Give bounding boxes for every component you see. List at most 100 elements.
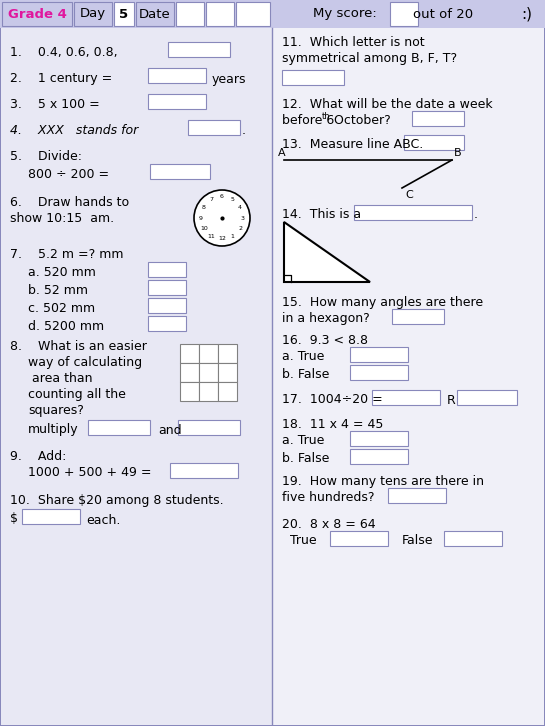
Text: 12: 12 xyxy=(218,237,226,242)
Text: 20.  8 x 8 = 64: 20. 8 x 8 = 64 xyxy=(282,518,376,531)
Bar xyxy=(74,2,112,26)
Bar xyxy=(457,390,517,405)
Bar xyxy=(354,205,472,220)
Text: C: C xyxy=(405,190,413,200)
Text: 2.    1 century =: 2. 1 century = xyxy=(10,72,112,85)
Bar xyxy=(218,363,237,382)
Text: 800 ÷ 200 =: 800 ÷ 200 = xyxy=(28,168,109,181)
Bar xyxy=(392,309,444,324)
Text: 19.  How many tens are there in: 19. How many tens are there in xyxy=(282,475,484,488)
Text: 8: 8 xyxy=(202,205,206,210)
Bar xyxy=(350,431,408,446)
Circle shape xyxy=(194,190,250,246)
Text: area than: area than xyxy=(28,372,93,385)
Text: Date: Date xyxy=(139,7,171,20)
Bar xyxy=(444,531,502,546)
Bar xyxy=(148,94,206,109)
Text: each.: each. xyxy=(86,513,120,526)
Text: 9.    Add:: 9. Add: xyxy=(10,450,66,463)
Bar xyxy=(178,420,240,435)
Bar xyxy=(180,344,199,363)
Text: 1: 1 xyxy=(231,234,234,239)
Text: 15.  How many angles are there: 15. How many angles are there xyxy=(282,296,483,309)
Bar xyxy=(0,0,545,28)
Bar xyxy=(170,463,238,478)
Text: 16.  9.3 < 8.8: 16. 9.3 < 8.8 xyxy=(282,334,368,347)
Bar xyxy=(148,280,186,295)
Text: a. 520 mm: a. 520 mm xyxy=(28,266,96,279)
Polygon shape xyxy=(284,222,370,282)
Bar xyxy=(148,262,186,277)
Text: R: R xyxy=(447,393,456,407)
Bar xyxy=(150,164,210,179)
Text: 5: 5 xyxy=(231,197,234,203)
Text: .: . xyxy=(242,124,246,137)
Bar xyxy=(218,382,237,401)
Text: Day: Day xyxy=(80,7,106,20)
Text: 2: 2 xyxy=(238,226,242,231)
Text: 1000 + 500 + 49 =: 1000 + 500 + 49 = xyxy=(28,466,152,479)
Text: Grade 4: Grade 4 xyxy=(8,7,66,20)
Text: 4: 4 xyxy=(238,205,242,210)
Bar xyxy=(388,488,446,503)
Text: way of calculating: way of calculating xyxy=(28,356,142,369)
Bar xyxy=(176,2,204,26)
Text: out of 20: out of 20 xyxy=(413,7,473,20)
Text: 12.  What will be the date a week: 12. What will be the date a week xyxy=(282,98,493,111)
Text: th: th xyxy=(322,112,331,121)
Bar xyxy=(330,531,388,546)
Text: c. 502 mm: c. 502 mm xyxy=(28,302,95,315)
Text: 3.    5 x 100 =: 3. 5 x 100 = xyxy=(10,98,100,111)
Text: in a hexagon?: in a hexagon? xyxy=(282,312,370,325)
Bar xyxy=(1,28,272,725)
Bar xyxy=(404,135,464,150)
Bar xyxy=(350,365,408,380)
Text: 6.    Draw hands to: 6. Draw hands to xyxy=(10,196,129,209)
Bar xyxy=(180,363,199,382)
Text: 7.    5.2 m =? mm: 7. 5.2 m =? mm xyxy=(10,248,124,261)
Text: A: A xyxy=(278,148,286,158)
Bar xyxy=(114,2,134,26)
Text: 8.    What is an easier: 8. What is an easier xyxy=(10,340,147,353)
Text: $: $ xyxy=(10,512,18,525)
Text: 11.  Which letter is not: 11. Which letter is not xyxy=(282,36,425,49)
Bar xyxy=(218,344,237,363)
Text: 18.  11 x 4 = 45: 18. 11 x 4 = 45 xyxy=(282,418,383,431)
Bar xyxy=(199,344,218,363)
Text: squares?: squares? xyxy=(28,404,84,417)
Bar xyxy=(272,28,544,725)
Bar xyxy=(199,363,218,382)
Text: 3: 3 xyxy=(241,216,245,221)
Bar xyxy=(136,2,174,26)
Text: 1.    0.4, 0.6, 0.8,: 1. 0.4, 0.6, 0.8, xyxy=(10,46,118,59)
Text: 9: 9 xyxy=(199,216,203,221)
Text: b. False: b. False xyxy=(282,452,329,465)
Bar xyxy=(282,70,344,85)
Bar xyxy=(2,2,72,26)
Bar xyxy=(180,382,199,401)
Text: b. 52 mm: b. 52 mm xyxy=(28,284,88,297)
Text: counting all the: counting all the xyxy=(28,388,126,401)
Bar xyxy=(22,509,80,524)
Bar xyxy=(236,2,270,26)
Text: years: years xyxy=(212,73,246,86)
Text: 11: 11 xyxy=(208,234,215,239)
Text: and: and xyxy=(158,423,181,436)
Text: 13.  Measure line ABC.: 13. Measure line ABC. xyxy=(282,138,423,151)
Text: five hundreds?: five hundreds? xyxy=(282,491,374,504)
Text: False: False xyxy=(402,534,433,547)
Bar xyxy=(148,298,186,313)
Text: 5: 5 xyxy=(119,7,129,20)
Bar xyxy=(148,316,186,331)
Text: 14.  This is a: 14. This is a xyxy=(282,208,361,221)
Text: True: True xyxy=(290,534,317,547)
Text: 17.  1004÷20 =: 17. 1004÷20 = xyxy=(282,393,383,406)
Text: d. 5200 mm: d. 5200 mm xyxy=(28,320,104,333)
Text: b. False: b. False xyxy=(282,368,329,381)
Bar xyxy=(206,2,234,26)
Text: 10: 10 xyxy=(200,226,208,231)
Text: :): :) xyxy=(522,7,532,22)
Text: multiply: multiply xyxy=(28,423,78,436)
Text: 6: 6 xyxy=(220,195,224,200)
Text: before 6: before 6 xyxy=(282,114,334,127)
